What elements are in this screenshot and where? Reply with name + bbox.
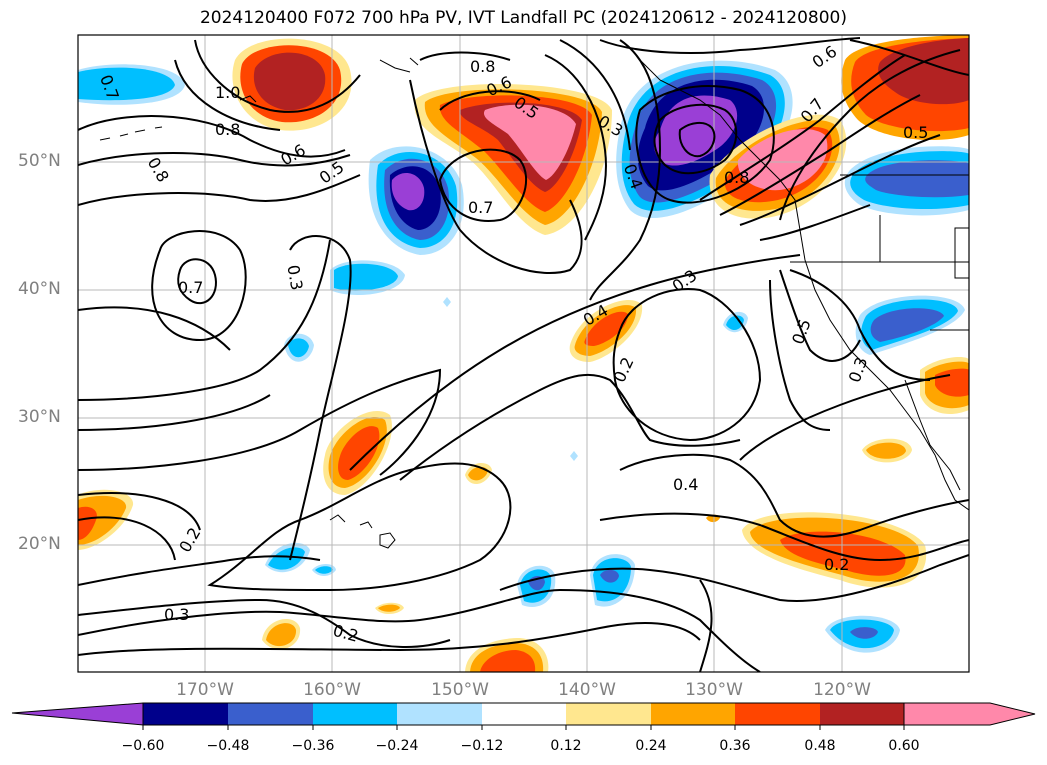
colorbar-tick-label: 0.48	[804, 738, 836, 754]
contour-label: 0.3	[283, 263, 306, 291]
colorbar-segment	[904, 703, 1035, 725]
contour-label: 0.3	[164, 605, 189, 624]
contour-label: 0.2	[824, 555, 849, 574]
colorbar-tick-label: −0.36	[291, 738, 335, 754]
lat-label: 20°N	[18, 534, 61, 554]
colorbar-segment	[397, 703, 482, 725]
lon-label: 120°W	[813, 680, 871, 700]
shaded-field	[78, 35, 969, 672]
graticule	[78, 35, 969, 672]
colorbar-segment	[143, 703, 228, 725]
colorbar-tick-label: 0.24	[635, 738, 667, 754]
colorbar-segment	[651, 703, 735, 725]
contour-label: 0.4	[673, 475, 698, 494]
lon-label: 150°W	[431, 680, 489, 700]
colorbar-segment	[313, 703, 397, 725]
contour-lines	[78, 37, 969, 672]
contour-label: 0.3	[669, 266, 701, 296]
figure-title: 2024120400 F072 700 hPa PV, IVT Landfall…	[199, 8, 847, 28]
contour-label: 0.8	[215, 120, 240, 139]
contour-label: 0.7	[178, 278, 203, 297]
colorbar-tick-label: 0.12	[550, 738, 582, 754]
contour-label: 0.8	[470, 57, 495, 76]
colorbar-tick-label: 0.36	[719, 738, 751, 754]
lat-label: 50°N	[18, 151, 61, 171]
contour-label: 0.2	[331, 621, 361, 646]
colorbar-segment	[482, 703, 566, 725]
colorbar-segment	[228, 703, 313, 725]
contour-label: 0.7	[468, 198, 493, 217]
colorbar-tick-label: −0.60	[121, 738, 165, 754]
lon-label: 130°W	[685, 680, 743, 700]
colorbar-tick-label: −0.12	[460, 738, 504, 754]
map-frame	[77, 34, 970, 673]
colorbar-tick-label: −0.24	[375, 738, 419, 754]
lat-label: 40°N	[18, 279, 61, 299]
lon-label: 140°W	[558, 680, 616, 700]
lat-label: 30°N	[18, 407, 61, 427]
coastlines	[99, 57, 969, 549]
colorbar-segment	[820, 703, 904, 725]
colorbar-segment	[735, 703, 820, 725]
colorbar-tick-label: 0.60	[888, 738, 920, 754]
contour-label: 0.5	[903, 123, 928, 142]
colorbar-segment	[12, 703, 143, 725]
lon-label: 160°W	[303, 680, 361, 700]
contour-label: 0.8	[724, 168, 749, 187]
contour-label: 0.5	[788, 316, 815, 346]
contour-label: 0.8	[144, 154, 173, 186]
contour-label: 1.0	[215, 83, 240, 102]
colorbar-segment	[566, 703, 651, 725]
contour-label: 0.3	[845, 355, 872, 385]
contour-label: 0.6	[809, 42, 841, 72]
colorbar	[11, 702, 1036, 730]
colorbar-tick-label: −0.48	[206, 738, 250, 754]
lon-label: 170°W	[176, 680, 234, 700]
